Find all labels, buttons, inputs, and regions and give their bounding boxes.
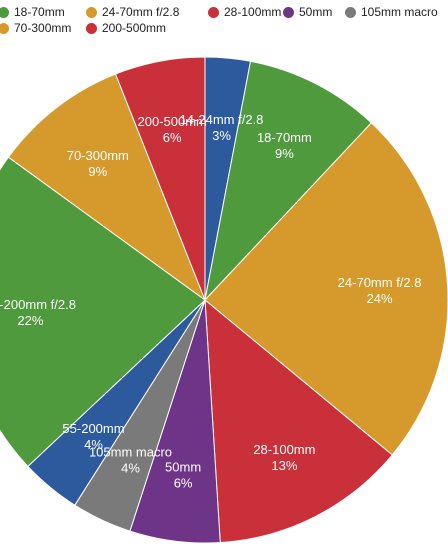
slice-label: 14-24mm f/2.8	[180, 112, 264, 127]
legend-item: 28-100mm	[208, 5, 281, 19]
slice-percent: 9%	[275, 146, 294, 161]
pie-slice	[7, 73, 207, 302]
legend-item: 70-300mm	[0, 21, 71, 35]
slice-label: 18-70mm	[257, 130, 312, 145]
legend-swatch	[345, 6, 356, 18]
pie-slice	[204, 60, 373, 302]
legend-item: 24-70mm f/2.8	[86, 5, 179, 19]
legend-swatch	[283, 6, 294, 18]
legend-item: 105mm macro	[345, 5, 438, 19]
legend-item: 18-70mm	[0, 5, 65, 19]
legend-swatch	[86, 22, 97, 34]
legend-label: 50mm	[299, 5, 333, 19]
slice-percent: 4%	[84, 437, 103, 452]
legend-label: 105mm macro	[361, 5, 438, 19]
slice-label: 55-200mm	[62, 421, 124, 436]
pie-slice	[0, 156, 206, 468]
slice-label: 28-100mm	[253, 442, 315, 457]
legend-item: 50mm	[283, 5, 332, 19]
legend-label: 24-70mm f/2.8	[102, 5, 180, 19]
slice-percent: 6%	[174, 476, 193, 491]
legend-swatch	[0, 6, 9, 18]
slice-label: 24-70mm f/2.8	[338, 275, 422, 290]
slice-percent: 13%	[271, 458, 297, 473]
slice-percent: 4%	[121, 460, 140, 475]
pie-slice	[204, 298, 393, 544]
slice-label: 200-500mm	[138, 114, 207, 129]
legend-swatch	[208, 6, 219, 18]
legend-item: 200-500mm	[86, 21, 166, 35]
slice-label: 105mm macro	[89, 444, 172, 459]
legend-label: 70-300mm	[14, 21, 72, 35]
slice-label: 70-300mm	[67, 148, 129, 163]
slice-percent: 3%	[212, 128, 231, 143]
slice-percent: 22%	[17, 313, 43, 328]
pie-slices	[0, 56, 448, 544]
legend-label: 28-100mm	[224, 5, 282, 19]
slice-label: 50mm	[165, 460, 201, 475]
slice-percent: 24%	[367, 291, 393, 306]
legend-swatch	[0, 22, 9, 34]
slice-percent: 9%	[88, 164, 107, 179]
pie-slice	[204, 122, 448, 456]
slice-label: 70-200mm f/2.8	[0, 297, 76, 312]
slice-percent: 6%	[163, 130, 182, 145]
legend-swatch	[86, 6, 97, 18]
legend-label: 200-500mm	[102, 21, 167, 35]
chart-legend: 18-70mm 24-70mm f/2.8 28-100mm 50mm 105mm ma…	[0, 0, 448, 48]
legend-label: 18-70mm	[14, 5, 65, 19]
pie-slice	[114, 56, 206, 301]
